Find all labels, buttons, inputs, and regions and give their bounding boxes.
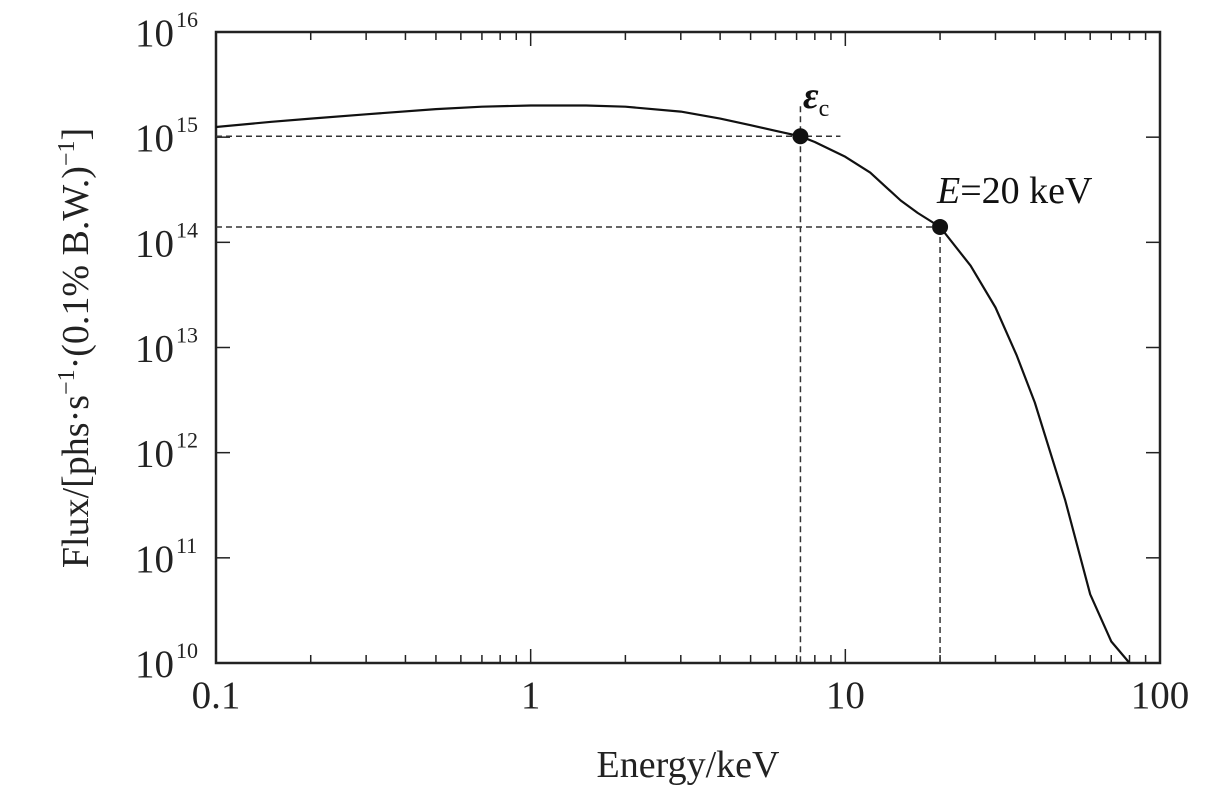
y-tick-label: 10 — [135, 222, 174, 265]
x-tick-label: 100 — [1131, 674, 1190, 717]
energy-20kev-label: E=20 keV — [936, 170, 1093, 212]
y-axis-title: Flux/[phs·s−1·(0.1% B.W.)−1] — [54, 128, 97, 568]
x-axis-title: Energy/keV — [597, 744, 780, 786]
y-tick-exponent: 12 — [176, 428, 198, 453]
y-tick-exponent: 11 — [176, 533, 197, 558]
guide-lines — [216, 106, 941, 663]
y-tick-label: 10 — [135, 433, 174, 476]
critical-energy-label: εc — [803, 75, 829, 122]
y-tick-exponent: 15 — [176, 112, 198, 137]
y-tick-label: 10 — [135, 12, 174, 55]
marker-layer — [792, 128, 949, 235]
y-tick-label: 10 — [135, 538, 174, 581]
y-tick-exponent: 16 — [176, 7, 198, 32]
y-tick-exponent: 10 — [176, 638, 198, 663]
x-tick-label: 10 — [826, 674, 865, 717]
x-tick-labels: 0.1 1 10 100 — [192, 674, 1190, 717]
y-tick-label: 10 — [135, 328, 174, 371]
data-point-marker — [932, 218, 949, 235]
x-tick-label: 0.1 — [192, 674, 241, 717]
y-tick-label: 10 — [135, 117, 174, 160]
data-point-marker — [792, 128, 809, 145]
plot-frame — [214, 30, 1162, 665]
y-tick-exponent: 13 — [176, 323, 198, 348]
x-tick-label: 1 — [521, 674, 541, 717]
y-tick-label: 10 — [135, 643, 174, 686]
tick-marks — [215, 31, 1160, 664]
y-tick-exponent: 14 — [176, 217, 198, 242]
